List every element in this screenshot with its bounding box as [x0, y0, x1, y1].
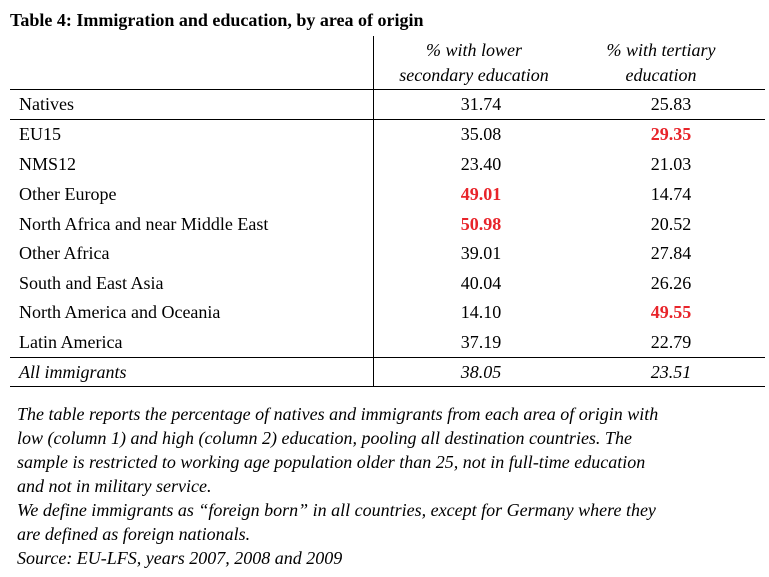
row-col1-value: 50.98: [460, 214, 502, 234]
row-col1-value: 49.01: [460, 184, 502, 204]
header-rule: [10, 89, 765, 90]
table-title: Table 4: Immigration and education, by a…: [10, 10, 424, 30]
row-col2-value: 49.55: [650, 302, 692, 322]
table-row: North Africa and near Middle East 50.98 …: [10, 210, 765, 240]
column-divider: [373, 36, 374, 387]
row-label: Latin America: [19, 332, 123, 352]
note-line: sample is restricted to working age popu…: [17, 452, 646, 472]
natives-rule: [10, 119, 765, 120]
note-line: The table reports the percentage of nati…: [17, 404, 659, 424]
col1-header-line1: % with lower: [425, 40, 522, 60]
table-row: EU15 35.08 29.35: [10, 120, 765, 150]
row-col1-value: 23.40: [460, 154, 502, 174]
row-col2-value: 25.83: [650, 94, 692, 114]
note-line: and not in military service.: [17, 476, 212, 496]
source-line: Source: EU-LFS, years 2007, 2008 and 200…: [17, 548, 343, 568]
row-col1-value: 37.19: [460, 332, 502, 352]
table-row: Other Europe 49.01 14.74: [10, 180, 765, 210]
row-col1-value: 40.04: [460, 273, 502, 293]
row-label: EU15: [19, 124, 61, 144]
row-col2-value: 20.52: [650, 214, 692, 234]
col1-header: % with lower secondary education: [379, 38, 569, 88]
col2-header-line1: % with tertiary: [606, 40, 716, 60]
note-line: low (column 1) and high (column 2) educa…: [17, 428, 632, 448]
row-col2-value: 22.79: [650, 332, 692, 352]
note-line: We define immigrants as “foreign born” i…: [17, 500, 656, 520]
total-top-rule: [10, 357, 765, 358]
row-col1-value: 35.08: [460, 124, 502, 144]
table-notes: The table reports the percentage of nati…: [17, 402, 762, 570]
table-row: Other Africa 39.01 27.84: [10, 239, 765, 269]
col1-header-line2: secondary education: [399, 65, 549, 85]
row-col2-value: 14.74: [650, 184, 692, 204]
row-col2-value: 21.03: [650, 154, 692, 174]
row-label: South and East Asia: [19, 273, 164, 293]
row-col1-value: 39.01: [460, 243, 502, 263]
table-row: Latin America 37.19 22.79: [10, 328, 765, 358]
total-col2-value: 23.51: [650, 362, 692, 382]
table-row: NMS12 23.40 21.03: [10, 150, 765, 180]
col2-header: % with tertiary education: [576, 38, 746, 88]
note-line: are defined as foreign nationals.: [17, 524, 251, 544]
row-label: NMS12: [19, 154, 77, 174]
table-row: South and East Asia 40.04 26.26: [10, 269, 765, 299]
total-row: All immigrants 38.05 23.51: [10, 358, 765, 388]
total-label: All immigrants: [19, 362, 127, 382]
total-col1-value: 38.05: [460, 362, 502, 382]
row-col1-value: 31.74: [460, 94, 502, 114]
col2-header-line2: education: [625, 65, 697, 85]
row-label: North Africa and near Middle East: [19, 214, 269, 234]
row-label: Other Africa: [19, 243, 110, 263]
table-row: North America and Oceania 14.10 49.55: [10, 298, 765, 328]
row-label: North America and Oceania: [19, 302, 221, 322]
row-col2-value: 29.35: [650, 124, 692, 144]
row-label: Other Europe: [19, 184, 117, 204]
row-col1-value: 14.10: [460, 302, 502, 322]
row-col2-value: 26.26: [650, 273, 692, 293]
table-bottom-rule: [10, 386, 765, 387]
row-col2-value: 27.84: [650, 243, 692, 263]
row-label: Natives: [19, 94, 74, 114]
table-row: Natives 31.74 25.83: [10, 90, 765, 120]
